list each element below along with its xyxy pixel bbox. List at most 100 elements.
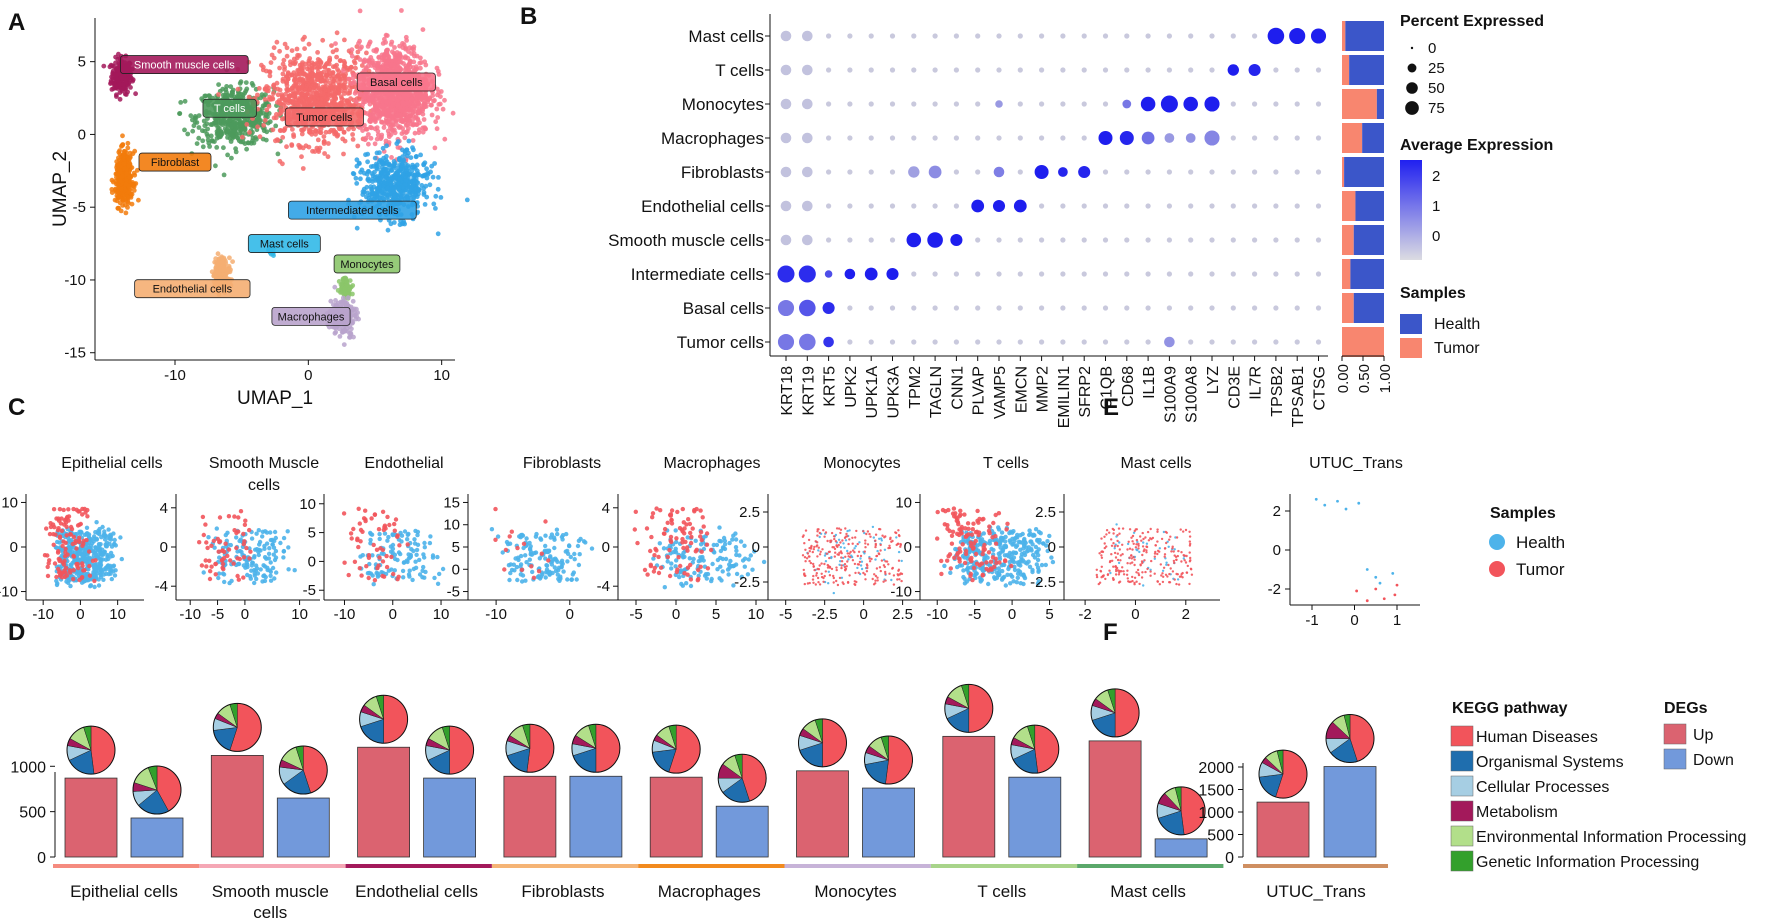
umap-point xyxy=(370,58,375,64)
dotplot-dot xyxy=(1294,169,1300,175)
sample-point-tumor xyxy=(74,546,79,551)
umap-point xyxy=(402,149,408,154)
dotplot-dot xyxy=(825,135,832,141)
umap-point xyxy=(110,63,115,69)
dotplot-dot xyxy=(1038,237,1045,243)
umap-point xyxy=(250,83,256,88)
dotplot-gene-label: KRT5 xyxy=(822,366,839,407)
umap-point xyxy=(253,119,259,125)
umap-point xyxy=(261,128,267,134)
dotplot-dot xyxy=(1145,339,1151,345)
umap-point xyxy=(120,198,126,204)
umap-point xyxy=(240,134,245,140)
dotplot-dot xyxy=(802,30,813,42)
umap-point xyxy=(341,342,347,347)
umap-point xyxy=(284,96,290,102)
dotplot-dot xyxy=(1102,305,1109,311)
umap-point xyxy=(334,133,340,139)
umap-point xyxy=(342,37,347,43)
dotplot-dot xyxy=(911,101,917,107)
umap-point xyxy=(402,119,408,125)
umap-point xyxy=(194,141,200,147)
dotplot-dot xyxy=(1273,305,1279,311)
sample-point-health xyxy=(68,583,73,589)
dotplot-dot xyxy=(1251,33,1258,39)
dotplot-dot xyxy=(911,305,917,311)
panel-label-e: E xyxy=(1103,394,1119,421)
umap-point xyxy=(435,115,441,120)
sample-point-health xyxy=(96,583,102,588)
umap-point xyxy=(128,77,134,83)
umap-point xyxy=(209,138,215,143)
dotplot-dot xyxy=(889,339,896,345)
umap-point xyxy=(432,145,438,151)
umap-point xyxy=(284,74,290,79)
umap-point xyxy=(389,127,395,133)
dotplot-dot xyxy=(932,339,938,345)
umap-point xyxy=(414,168,420,174)
umap-point xyxy=(302,46,307,51)
dotplot-gene-label: C1QB xyxy=(1099,366,1116,410)
dotplot-dot xyxy=(1294,237,1300,243)
umap-point xyxy=(340,136,346,142)
dotplot-dot xyxy=(780,30,792,42)
umap-point xyxy=(332,64,338,69)
dotplot-dot xyxy=(824,270,833,278)
dotplot-dot xyxy=(953,33,960,39)
dotplot-dot xyxy=(868,203,874,209)
dotplot-gene-label: SFRP2 xyxy=(1077,366,1094,418)
umap-point xyxy=(392,107,398,113)
sample-point-health xyxy=(93,545,98,550)
dotplot-row-label: Monocytes xyxy=(682,95,764,114)
umap-point xyxy=(442,136,448,142)
umap-point xyxy=(401,219,407,225)
umap-point xyxy=(306,41,312,47)
umap-point xyxy=(225,267,231,273)
subplot-ytick-label: 0 xyxy=(10,539,18,556)
umap-point xyxy=(319,78,325,84)
umap-point xyxy=(322,64,328,70)
umap-point xyxy=(213,120,218,126)
dotplot-dot xyxy=(802,166,813,178)
dotplot-dot xyxy=(1230,271,1236,277)
umap-point xyxy=(350,132,355,137)
subplot-xtick-label: -10 xyxy=(32,606,54,623)
umap-point xyxy=(298,144,303,150)
cluster-label: Fibroblast xyxy=(151,157,199,169)
dotplot-dot xyxy=(802,200,813,212)
dotplot-dot xyxy=(1294,101,1300,107)
umap-point xyxy=(431,201,437,207)
umap-point xyxy=(273,123,279,129)
umap-point xyxy=(262,117,268,123)
umap-point xyxy=(177,111,182,116)
umap-point xyxy=(368,116,374,122)
dotplot-dot xyxy=(953,271,960,277)
sample-point-health xyxy=(111,531,116,536)
umap-point xyxy=(313,82,318,88)
dotplot-dot xyxy=(844,268,856,280)
sample-bar-health xyxy=(1349,55,1384,85)
umap-point xyxy=(366,169,371,174)
umap-point xyxy=(235,86,241,92)
dotplot-dot xyxy=(825,203,832,209)
dotplot-dot xyxy=(1164,336,1175,348)
umap-point xyxy=(216,82,222,87)
umap-point xyxy=(185,131,191,137)
legend-sample-label: Tumor xyxy=(1434,340,1480,357)
umap-point xyxy=(383,138,389,144)
legend-pct-label: 75 xyxy=(1428,100,1445,117)
umap-point xyxy=(117,96,123,102)
sample-point-tumor xyxy=(52,561,58,566)
dotplot-dot xyxy=(1209,203,1215,209)
umap-point xyxy=(196,113,202,118)
umap-point xyxy=(422,59,428,65)
umap-point xyxy=(421,190,427,195)
dotplot-dot xyxy=(847,135,853,141)
umap-point xyxy=(396,168,402,174)
umap-point xyxy=(334,54,339,60)
umap-point xyxy=(405,100,410,106)
dotplot-dot xyxy=(1060,271,1066,277)
dotplot-dot xyxy=(780,64,792,76)
umap-point xyxy=(363,152,368,158)
umap-point xyxy=(133,91,139,97)
